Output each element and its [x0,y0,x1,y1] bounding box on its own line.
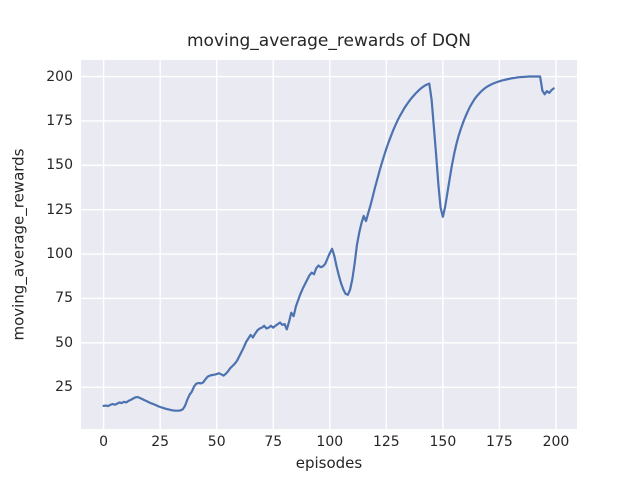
chart-title: moving_average_rewards of DQN [186,31,472,51]
x-tick-label: 125 [372,434,400,450]
x-tick-label: 0 [99,434,109,450]
x-tick-label: 100 [316,434,344,450]
x-axis-label: episodes [295,454,363,472]
y-tick-label: 100 [46,246,73,263]
line-chart-canvas [81,60,577,429]
plot-area [81,60,577,429]
x-tick-label: 175 [486,434,513,450]
y-tick-label: 200 [46,68,73,85]
x-tick-label: 200 [542,434,570,450]
y-tick-label: 50 [55,334,73,351]
y-tick-label: 25 [55,379,73,396]
data-line [102,75,555,412]
x-tick-label: 150 [429,434,457,450]
y-tick-label: 75 [55,290,73,307]
x-tick-label: 50 [207,434,226,450]
y-tick-label: 125 [46,201,73,218]
x-tick-label: 25 [151,434,170,450]
y-tick-label: 150 [46,157,73,174]
y-tick-label: 175 [46,112,73,129]
x-tick-label: 75 [264,434,283,450]
y-axis-label: moving_average_rewards [9,148,28,341]
